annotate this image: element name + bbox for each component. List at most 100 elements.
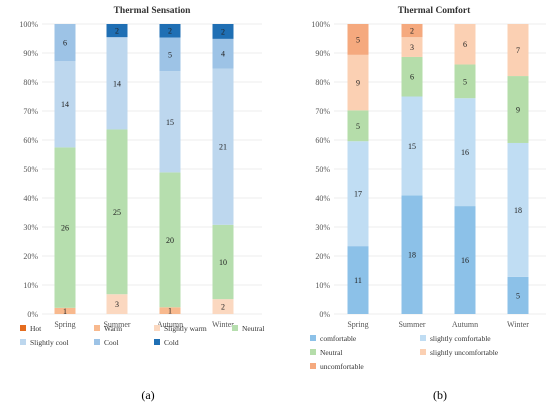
legend-item: Cool (94, 338, 119, 347)
bar-segment-slightly-uncomfortable (347, 54, 369, 111)
legend-item: comfortable (310, 334, 357, 343)
bars: 11 17 5 9 5 18 15 6 3 2 16 16 5 6 5 18 9 7 (347, 24, 529, 314)
data-label: 6 (463, 40, 467, 49)
legend-item: Cold (154, 338, 179, 347)
legend-item: Warm (94, 324, 122, 333)
legend-label: slightly uncomfortable (430, 348, 499, 357)
y-tick-label: 90% (315, 49, 330, 58)
bar-segment-slightly-cool (159, 71, 181, 173)
legend-label: Slightly warm (164, 324, 207, 333)
data-label: 10 (219, 258, 227, 267)
data-label: 15 (408, 142, 416, 151)
bar-segment-cool (159, 37, 181, 72)
bar-segment-slightly-uncomfortable (454, 24, 476, 65)
legend-item: Neutral (310, 348, 343, 357)
bar-segment-warm (159, 307, 181, 314)
legend-label: Hot (30, 324, 42, 333)
bar-segment-cool (54, 24, 76, 62)
legend-item: Neutral (232, 324, 265, 333)
y-tick-label: 70% (23, 107, 38, 116)
y-tick-label: 100% (19, 20, 38, 29)
y-tick-label: 60% (23, 136, 38, 145)
bar-segment-neutral (212, 224, 234, 300)
y-tick-label: 30% (23, 223, 38, 232)
y-tick-label: 10% (315, 281, 330, 290)
y-tick-label: 30% (315, 223, 330, 232)
legend-item: slightly uncomfortable (420, 348, 499, 357)
legend-label: Neutral (242, 324, 265, 333)
data-label: 2 (221, 303, 225, 312)
legend-label: slightly comfortable (430, 334, 491, 343)
data-label: 7 (516, 46, 520, 55)
y-tick-label: 50% (23, 165, 38, 174)
legend-item: slightly comfortable (420, 334, 491, 343)
data-label: 16 (461, 148, 469, 157)
bar-segment-neutral (454, 64, 476, 99)
legend-swatch (310, 363, 316, 369)
x-tick-label: Winter (507, 320, 529, 329)
y-tick-label: 40% (315, 194, 330, 203)
legend-item: uncomfortable (310, 362, 364, 371)
bar-segment-comfortable (401, 195, 423, 314)
legend-swatch (154, 325, 160, 331)
legend-item: Slightly warm (154, 324, 207, 333)
legend-label: uncomfortable (320, 362, 364, 371)
data-label: 26 (61, 224, 69, 233)
bar-segment-uncomfortable (401, 24, 423, 38)
y-tick-label: 0% (319, 310, 330, 319)
x-tick-label: Summer (398, 320, 425, 329)
legend-swatch (420, 335, 426, 341)
bar-segment-slightly-comfortable (401, 96, 423, 196)
bar-segment-neutral (106, 129, 128, 295)
legend: Hot Warm Slightly warm Neutral Slightly cool… (20, 324, 265, 347)
data-label: 20 (166, 236, 174, 245)
data-label: 16 (461, 256, 469, 265)
data-label: 5 (356, 35, 360, 44)
y-tick-label: 60% (315, 136, 330, 145)
legend: comfortable slightly comfortable Neutral sl… (310, 334, 499, 371)
x-tick-label: Summer (103, 320, 130, 329)
data-label: 2 (410, 27, 414, 36)
bar-segment-neutral (347, 110, 369, 142)
bar-segment-cold (212, 24, 234, 39)
bar-segment-uncomfortable (347, 24, 369, 55)
data-label: 4 (221, 50, 225, 59)
legend-swatch (310, 349, 316, 355)
data-label: 1 (168, 307, 172, 316)
y-tick-label: 70% (315, 107, 330, 116)
x-tick-label: Spring (347, 320, 368, 329)
y-tick-label: 80% (315, 78, 330, 87)
data-label: 2 (168, 27, 172, 36)
bar-segment-slightly-cool (54, 61, 76, 148)
y-tick-label: 50% (315, 165, 330, 174)
bar-segment-slightly-cool (106, 37, 128, 130)
x-tick-label: Spring (54, 320, 75, 329)
y-tick-label: 0% (27, 310, 38, 319)
data-label: 14 (113, 79, 121, 88)
x-tick-label: Autumn (157, 320, 183, 329)
bar-segment-slightly-warm (106, 294, 128, 314)
data-label: 9 (356, 79, 360, 88)
data-label: 9 (516, 106, 520, 115)
legend-swatch (420, 349, 426, 355)
x-tick-label: Autumn (452, 320, 478, 329)
data-label: 2 (115, 27, 119, 36)
y-tick-label: 20% (315, 252, 330, 261)
chart-title: Thermal Comfort (398, 6, 471, 16)
y-tick-label: 100% (311, 20, 330, 29)
chart-panel-thermal-comfort: Thermal Comfort 0% 10% 20% 30% 40% 50% 60% 70% 80… (310, 6, 546, 402)
data-label: 3 (115, 300, 119, 309)
data-label: 18 (408, 251, 416, 260)
legend-swatch (310, 335, 316, 341)
data-label: 6 (63, 39, 67, 48)
data-label: 11 (354, 276, 362, 285)
data-label: 25 (113, 208, 121, 217)
data-label: 2 (221, 27, 225, 36)
legend-swatch (94, 325, 100, 331)
data-label: 18 (514, 206, 522, 215)
legend-label: Warm (104, 324, 122, 333)
data-label: 1 (63, 307, 67, 316)
legend-label: Neutral (320, 348, 343, 357)
